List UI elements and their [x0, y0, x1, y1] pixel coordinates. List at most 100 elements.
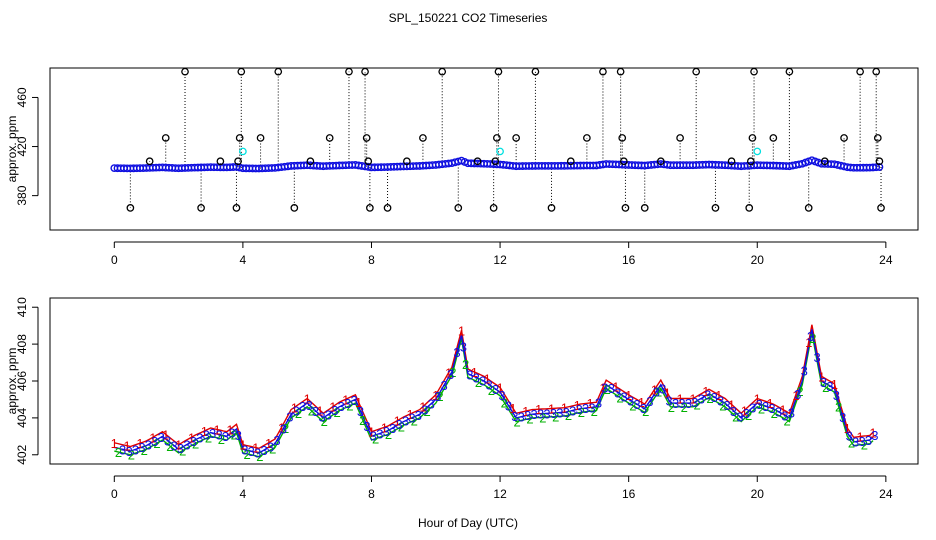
top-panel: 0 4 8 12 16 20 24 380 420 460 approx. ppm — [5, 67, 919, 267]
series-marker: 1 — [291, 400, 298, 415]
outlier-point — [599, 67, 607, 76]
outlier-point — [748, 134, 757, 142]
series-marker: 2 — [694, 397, 701, 412]
series-marker: 2 — [565, 408, 572, 423]
top-plot-frame — [49, 67, 919, 231]
series-marker: 1 — [239, 438, 246, 453]
series-marker: 2 — [231, 427, 238, 442]
top-outlier-points — [126, 67, 885, 212]
series-marker: 2 — [282, 421, 289, 436]
series-marker: 3 — [678, 396, 685, 411]
bottom-x-tick-label: 4 — [240, 487, 247, 501]
series-marker: 1 — [394, 414, 401, 429]
series-marker: 1 — [419, 400, 426, 415]
series-marker: 3 — [813, 350, 820, 365]
series-marker: 2 — [321, 414, 328, 429]
bottom-y-tick-label: 404 — [15, 408, 29, 428]
series-marker: 1 — [715, 388, 722, 403]
series-marker: 3 — [125, 444, 132, 459]
top-y-tick-label: 380 — [15, 185, 29, 205]
bottom-x-tick-label: 0 — [111, 487, 118, 501]
series-marker: 2 — [539, 410, 546, 425]
series-marker: 2 — [578, 405, 585, 420]
series-marker: 1 — [188, 430, 195, 445]
outlier-point — [640, 204, 649, 212]
series-marker: 1 — [754, 392, 761, 407]
series-marker: 1 — [381, 420, 388, 435]
series-marker: 2 — [629, 399, 636, 414]
series-marker: 1 — [676, 392, 683, 407]
series-marker: 3 — [190, 434, 197, 449]
series-marker: 1 — [484, 372, 491, 387]
series-marker: 3 — [569, 403, 576, 418]
series-marker: 1 — [831, 377, 838, 392]
series-marker: 3 — [196, 431, 203, 446]
series-marker: 2 — [115, 445, 122, 460]
series-marker: 3 — [711, 390, 718, 405]
series-marker: 3 — [164, 433, 171, 448]
series-marker: 3 — [608, 381, 615, 396]
series-marker: 1 — [612, 379, 619, 394]
series-marker: 3 — [672, 396, 679, 411]
series-marker: 3 — [807, 329, 814, 344]
series-marker: 2 — [308, 404, 315, 419]
series-marker: 3 — [781, 408, 788, 423]
series-marker: 2 — [398, 420, 405, 435]
outlier-point — [126, 204, 135, 212]
series-marker: 1 — [329, 400, 336, 415]
outlier-point — [237, 67, 246, 76]
outlier-point — [256, 134, 265, 142]
series-marker: 2 — [616, 390, 623, 405]
cyan-point — [753, 147, 762, 156]
top-baseline-points — [110, 156, 884, 173]
series-marker: 1 — [844, 421, 851, 436]
series-marker: 3 — [447, 367, 454, 382]
series-marker: 3 — [453, 345, 460, 360]
series-marker: 3 — [820, 375, 827, 390]
series-marker: 3 — [286, 410, 293, 425]
series-marker: 3 — [871, 428, 878, 443]
series-marker: 3 — [428, 397, 435, 412]
bottom-x-tick-label: 16 — [622, 487, 636, 501]
series-marker: 1 — [522, 404, 529, 419]
top-y-axis: 380 420 460 — [15, 87, 39, 206]
series-marker: 2 — [681, 400, 688, 415]
series-marker: 2 — [732, 410, 739, 425]
series-marker: 1 — [111, 436, 118, 451]
bottom-x-tick-label: 24 — [879, 487, 893, 501]
series-marker: 1 — [792, 388, 799, 403]
top-x-tick-label: 12 — [493, 253, 507, 267]
series-marker: 1 — [445, 366, 452, 381]
outlier-point — [804, 204, 813, 212]
figure-title: SPL_150221 CO2 Timeseries — [389, 11, 548, 25]
bottom-x-axis-label: Hour of Day (UTC) — [418, 516, 518, 530]
series-marker: 3 — [183, 437, 190, 452]
series-marker: 1 — [406, 407, 413, 422]
bottom-y-axis-label: approx. ppm — [5, 348, 19, 415]
outlier-point — [877, 204, 885, 212]
series-marker: 3 — [248, 444, 255, 459]
outlier-point — [873, 134, 882, 142]
series-marker: 3 — [666, 394, 673, 409]
series-marker: 1 — [496, 380, 503, 395]
series-marker: 1 — [316, 403, 323, 418]
top-x-axis: 0 4 8 12 16 20 24 — [111, 241, 893, 267]
bottom-y-tick-label: 406 — [15, 371, 29, 391]
series-marker: 2 — [552, 410, 559, 425]
outlier-point — [438, 67, 447, 76]
series-marker: 2 — [205, 430, 212, 445]
series-marker: 1 — [368, 425, 375, 440]
outlier-point — [145, 157, 154, 166]
series-marker: 3 — [498, 388, 505, 403]
series-marker: 3 — [151, 434, 158, 449]
outlier-point — [473, 157, 482, 166]
bottom-y-axis: 402 404 406 408 410 — [15, 297, 39, 465]
series-marker: 3 — [460, 340, 467, 355]
series-marker: 2 — [513, 414, 520, 429]
series-marker: 1 — [278, 420, 285, 435]
outlier-point — [619, 157, 628, 166]
series-marker: 3 — [408, 411, 415, 426]
series-marker: 3 — [138, 440, 145, 455]
series-marker: 3 — [267, 439, 274, 454]
series-marker: 3 — [170, 439, 177, 454]
